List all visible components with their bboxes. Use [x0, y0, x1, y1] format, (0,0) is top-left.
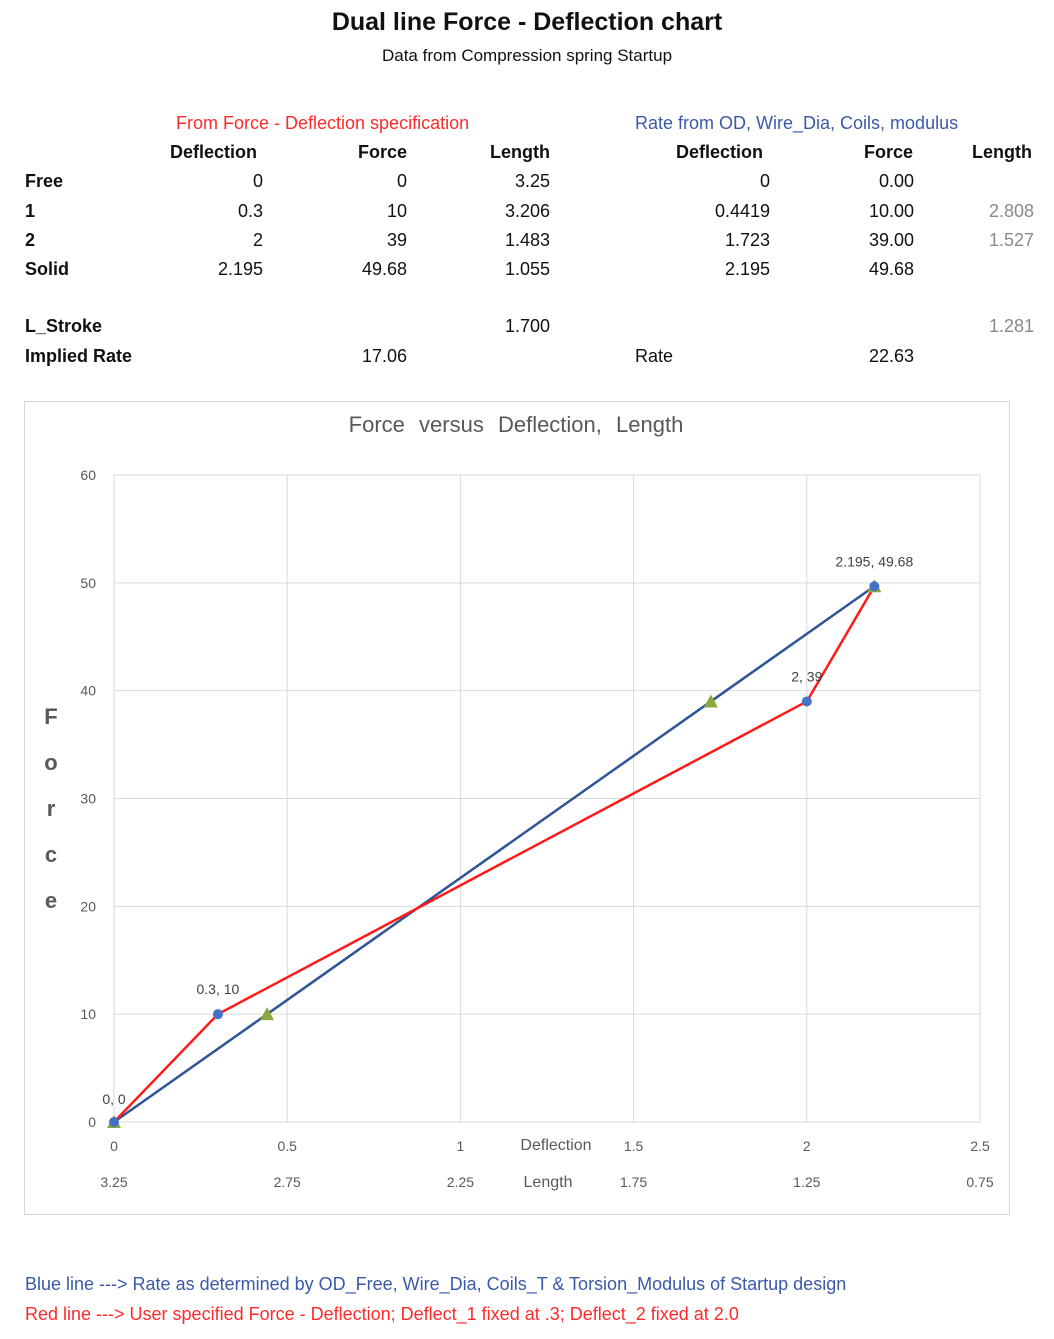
- page-subtitle: Data from Compression spring Startup: [381, 46, 673, 65]
- data-label-0: 0, 0: [102, 1091, 126, 1107]
- y-axis-title-letter-1: o: [44, 750, 57, 775]
- chart-series: [107, 579, 882, 1128]
- y-axis-title-letter-3: c: [45, 842, 57, 867]
- left-deflection-2: 2: [252, 230, 263, 250]
- left-length-1: 3.206: [504, 201, 550, 221]
- implied-rate-value: 17.06: [361, 346, 407, 366]
- left-force-1: 10: [386, 201, 407, 221]
- y-tick-label-3: 30: [80, 791, 96, 807]
- data-label-3: 2.195, 49.68: [835, 553, 913, 569]
- series-1-point-1: [260, 1007, 275, 1021]
- x-tick-label-4: 2: [803, 1138, 811, 1154]
- chart-title: Force versus Deflection, Length: [349, 412, 684, 437]
- left-length-free: 3.25: [514, 171, 550, 191]
- x-axis-ticks: 0 0.5 1 1.5 2 2.5: [110, 1138, 990, 1154]
- series-0-point-1: [212, 1009, 223, 1020]
- right-force-solid: 49.68: [868, 259, 914, 279]
- right-deflection-2: 1.723: [724, 230, 770, 250]
- footnote-blue-line: Blue line ---> Rate as determined by OD_…: [25, 1274, 847, 1294]
- left-l-stroke-value: 1.700: [504, 316, 550, 336]
- chart-title-part-1: Force: [349, 412, 405, 437]
- data-label-2: 2, 39: [791, 668, 822, 684]
- left-header-deflection: Deflection: [170, 142, 258, 162]
- y-tick-label-2: 20: [80, 898, 96, 914]
- right-header-force: Force: [864, 142, 914, 162]
- y-axis-title: Force: [44, 704, 57, 913]
- footnote-red-line: Red line ---> User specified Force - Def…: [25, 1304, 739, 1324]
- row-label-free: Free: [25, 171, 64, 191]
- right-force-free: 0.00: [878, 171, 914, 191]
- series-1-point-2: [703, 694, 718, 708]
- l-stroke-label: L_Stroke: [25, 316, 103, 336]
- left-force-solid: 49.68: [361, 259, 407, 279]
- right-table-caption: Rate from OD, Wire_Dia, Coils, modulus: [635, 113, 959, 133]
- series-0-point-3: [869, 581, 880, 592]
- x2-tick-label-3: 1.75: [620, 1174, 647, 1190]
- rate-value: 22.63: [868, 346, 914, 366]
- left-length-solid: 1.055: [504, 259, 550, 279]
- x-tick-label-0: 0: [110, 1138, 118, 1154]
- right-l-stroke-value: 1.281: [988, 316, 1034, 336]
- page-title: Dual line Force - Deflection chart: [331, 8, 723, 36]
- x2-tick-label-4: 1.25: [793, 1174, 820, 1190]
- y-axis-title-letter-4: e: [45, 888, 57, 913]
- y-tick-label-6: 60: [80, 467, 96, 483]
- y-tick-label-0: 0: [88, 1114, 96, 1130]
- right-deflection-free: 0: [759, 171, 770, 191]
- x2-tick-label-5: 0.75: [966, 1174, 993, 1190]
- force-deflection-chart: Force versus Deflection, Length Force De…: [44, 412, 994, 1191]
- right-length-1: 2.808: [988, 201, 1034, 221]
- right-header-deflection: Deflection: [676, 142, 764, 162]
- x2-tick-label-2: 2.25: [447, 1174, 474, 1190]
- x-tick-label-3: 1.5: [624, 1138, 644, 1154]
- y-axis-ticks: 0 10 20 30 40 50 60: [80, 467, 96, 1130]
- chart-title-part-3: Deflection,: [498, 412, 602, 437]
- left-force-free: 0: [396, 171, 407, 191]
- right-force-2: 39.00: [868, 230, 914, 250]
- left-header-force: Force: [358, 142, 408, 162]
- left-force-2: 39: [386, 230, 407, 250]
- left-deflection-solid: 2.195: [217, 259, 263, 279]
- x2-tick-label-0: 3.25: [100, 1174, 127, 1190]
- right-header-length: Length: [972, 142, 1032, 162]
- y-tick-label-5: 50: [80, 575, 96, 591]
- data-label-1: 0.3, 10: [197, 981, 240, 997]
- left-deflection-free: 0: [252, 171, 263, 191]
- left-deflection-1: 0.3: [237, 201, 263, 221]
- x2-axis-title: Length: [524, 1174, 573, 1191]
- chart-title-part-4: Length: [616, 412, 683, 437]
- right-deflection-1: 0.4419: [714, 201, 770, 221]
- row-label-solid: Solid: [25, 259, 69, 279]
- x-axis-title: Deflection: [520, 1137, 591, 1154]
- row-label-2: 2: [25, 230, 36, 250]
- y-tick-label-4: 40: [80, 683, 96, 699]
- series-0-point-2: [801, 696, 812, 707]
- series-line-0: [113, 585, 876, 1123]
- implied-rate-label: Implied Rate: [25, 346, 133, 366]
- series-0-point-0: [109, 1117, 119, 1127]
- left-length-2: 1.483: [504, 230, 550, 250]
- left-table-caption: From Force - Deflection specification: [176, 113, 470, 133]
- right-deflection-solid: 2.195: [724, 259, 770, 279]
- x-tick-label-5: 2.5: [970, 1138, 990, 1154]
- right-force-1: 10.00: [868, 201, 914, 221]
- chart-gridlines: [113, 474, 981, 1123]
- data-labels: 0, 0 0.3, 10 2, 39 2.195, 49.68: [102, 553, 913, 1107]
- chart-title-part-2: versus: [419, 412, 484, 437]
- left-header-length: Length: [490, 142, 550, 162]
- x2-axis-ticks: 3.25 2.75 2.25 1.75 1.25 0.75: [100, 1174, 993, 1190]
- row-label-1: 1: [25, 201, 36, 221]
- x-tick-label-2: 1: [457, 1138, 465, 1154]
- rate-label: Rate: [635, 346, 674, 366]
- right-length-2: 1.527: [988, 230, 1034, 250]
- x2-tick-label-1: 2.75: [274, 1174, 301, 1190]
- series-line-1: [113, 585, 876, 1124]
- x-tick-label-1: 0.5: [277, 1138, 297, 1154]
- y-axis-title-letter-2: r: [47, 796, 56, 821]
- y-axis-title-letter-0: F: [44, 704, 57, 729]
- y-tick-label-1: 10: [80, 1006, 96, 1022]
